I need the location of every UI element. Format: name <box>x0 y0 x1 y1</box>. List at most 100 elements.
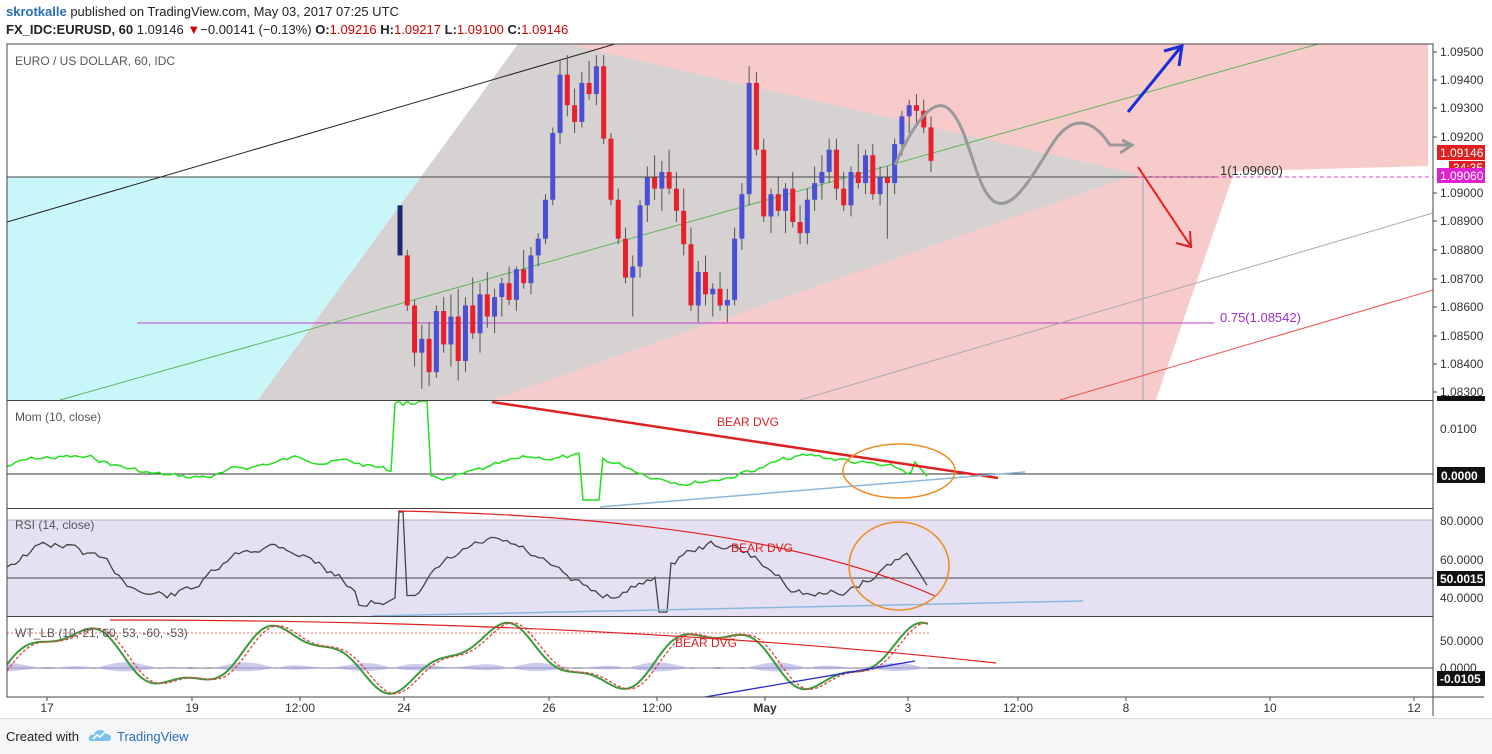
candle <box>855 144 861 189</box>
chart-canvas[interactable]: EURO / US DOLLAR, 60, IDC 1(1.09060) 0.7… <box>0 0 1492 718</box>
candle <box>441 297 447 353</box>
wt-support-line <box>704 660 916 697</box>
candle <box>470 277 476 339</box>
last-price: 1.09146 <box>136 22 184 37</box>
rsi-axis-label-1: 60.0000 <box>1440 553 1484 567</box>
rsi-pane <box>7 510 1433 616</box>
price-axis-label: 1.09500 <box>1440 45 1484 59</box>
candle <box>564 55 570 117</box>
black-trendline <box>7 44 616 223</box>
symbol: FX_IDC:EURUSD, 60 <box>6 22 134 37</box>
candle <box>884 166 890 239</box>
created-with-label: Created with <box>6 729 79 744</box>
candle <box>826 138 832 184</box>
candle <box>761 138 767 222</box>
time-axis-label: 3 <box>905 701 912 715</box>
candle <box>870 144 876 200</box>
mom-axis-label-0: 0.0100 <box>1440 422 1477 436</box>
price-change: −0.00141 (−0.13%) <box>200 22 312 37</box>
down-arrow-icon: ▼ <box>187 22 201 37</box>
candle <box>513 266 519 311</box>
candle <box>768 188 774 234</box>
candle <box>499 277 505 317</box>
mom-ellipse <box>842 443 956 499</box>
rsi-current-label: 50.0015 <box>1440 572 1484 586</box>
close-label: C: <box>507 22 522 37</box>
candle <box>913 94 919 128</box>
rsi-band <box>7 520 1433 616</box>
mom-support-line <box>599 471 1026 508</box>
rsi-line <box>7 511 928 613</box>
price-axis-label: 1.09300 <box>1440 101 1484 115</box>
wt-histogram <box>7 662 928 672</box>
candle <box>622 227 628 284</box>
candle <box>404 249 410 311</box>
candle <box>863 149 869 195</box>
price-axis-label: 1.08500 <box>1440 329 1484 343</box>
candle <box>746 66 752 206</box>
candle <box>841 171 847 211</box>
mom-pane-title: Mom (10, close) <box>15 410 101 424</box>
candle <box>703 255 709 306</box>
time-axis-label: 24 <box>397 701 411 715</box>
fib-1-label: 1(1.09060) <box>1220 163 1283 178</box>
candle <box>433 305 439 378</box>
price-axis-label: 1.08700 <box>1440 272 1484 286</box>
time-axis-label: 12 <box>1407 701 1421 715</box>
candle <box>557 60 563 145</box>
time-axis-label: 12:00 <box>1003 701 1033 715</box>
candle <box>710 283 716 317</box>
candle <box>775 177 781 217</box>
current-price-label: 1.09146 <box>1440 146 1484 160</box>
price-axis-label: 1.08300 <box>1440 385 1484 399</box>
price-axis-label: 1.09000 <box>1440 186 1484 200</box>
candle <box>819 155 825 200</box>
close-value: 1.09146 <box>521 22 569 37</box>
mom-pane <box>7 401 1433 508</box>
candle <box>652 155 658 200</box>
rsi-pane-title: RSI (14, close) <box>15 518 94 532</box>
candle <box>572 88 578 133</box>
candle <box>637 199 643 278</box>
candle <box>542 194 548 245</box>
wt-pane <box>7 619 1433 697</box>
candle <box>579 71 585 128</box>
candle <box>732 227 738 306</box>
time-axis-label: 19 <box>185 701 199 715</box>
candle <box>688 227 694 311</box>
wt-bear-dvg-label: BEAR DVG <box>675 636 737 650</box>
candle <box>848 166 854 217</box>
candle <box>593 55 599 106</box>
wt-axis-label-0: 50.0000 <box>1440 634 1484 648</box>
candle <box>462 297 468 373</box>
tradingview-link[interactable]: TradingView <box>117 729 189 744</box>
time-axis-label: 10 <box>1263 701 1277 715</box>
wt-bear-curve <box>109 619 997 664</box>
time-axis[interactable]: 17 19 12:00 24 26 12:00 May 3 12:00 8 10 12 <box>40 697 1421 715</box>
low-label: L: <box>444 22 457 37</box>
time-axis-label: May <box>753 701 777 715</box>
fib-price-label: 1.09060 <box>1440 169 1484 183</box>
grey-trendline <box>799 212 1433 400</box>
low-value: 1.09100 <box>456 22 504 37</box>
price-axis-label: 1.08600 <box>1440 300 1484 314</box>
rsi-ellipse <box>848 521 950 611</box>
author-name[interactable]: skrotkalle <box>6 4 67 19</box>
candle <box>928 116 934 172</box>
mom-bear-trendline <box>491 401 999 480</box>
price-axis[interactable]: 1.09500 1.09400 1.09300 1.09200 1.09000 1.089… <box>1433 45 1484 399</box>
time-axis-label: 26 <box>542 701 556 715</box>
wt-current-box <box>1437 671 1485 686</box>
red-trendline <box>1059 289 1433 400</box>
candle <box>477 283 483 353</box>
fib-075-label: 0.75(1.08542) <box>1220 310 1301 325</box>
time-axis-label: 12:00 <box>642 701 672 715</box>
time-axis-label: 17 <box>40 701 54 715</box>
candle <box>419 324 425 389</box>
candle <box>426 322 432 387</box>
rsi-bear-dvg-label: BEAR DVG <box>731 541 793 555</box>
tradingview-logo-icon <box>88 727 112 748</box>
price-axis-label: 1.08800 <box>1440 243 1484 257</box>
candle <box>724 288 730 323</box>
